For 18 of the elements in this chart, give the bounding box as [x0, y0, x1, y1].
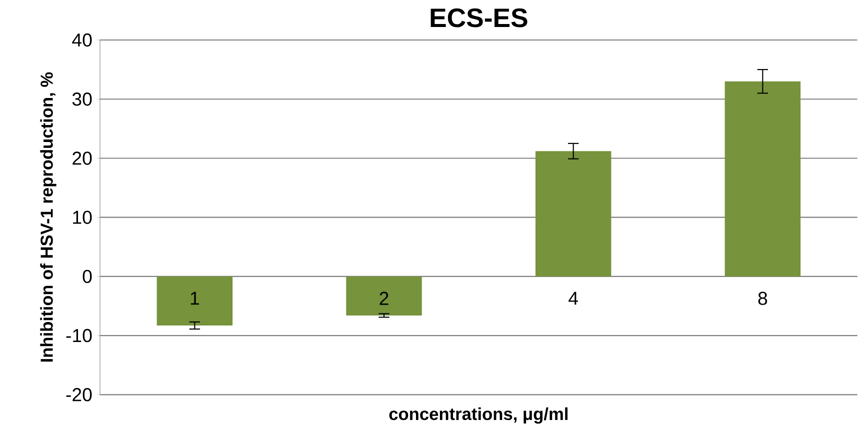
x-tick-label: 2 — [380, 292, 388, 305]
y-tick-label: 10 — [73, 210, 92, 224]
y-tick-label: 0 — [82, 270, 92, 284]
bar — [156, 276, 233, 326]
x-tick-label: 8 — [758, 292, 768, 306]
y-tick-label: -10 — [66, 328, 92, 342]
y-tick-label: 20 — [72, 152, 92, 165]
bar — [346, 276, 422, 316]
x-tick-label: 4 — [568, 292, 578, 305]
bar — [724, 81, 801, 276]
bar — [535, 151, 612, 276]
x-axis-title: concentrations, μg/ml — [389, 407, 568, 424]
y-tick-label: 30 — [72, 92, 92, 106]
x-tick-label: 1 — [190, 292, 199, 305]
y-axis-title: Inhibition of HSV-1 reproduction, % — [40, 72, 56, 362]
y-tick-label: 40 — [72, 33, 92, 47]
chart-title: ECS-ES — [430, 8, 528, 28]
y-tick-label: -20 — [66, 388, 92, 402]
